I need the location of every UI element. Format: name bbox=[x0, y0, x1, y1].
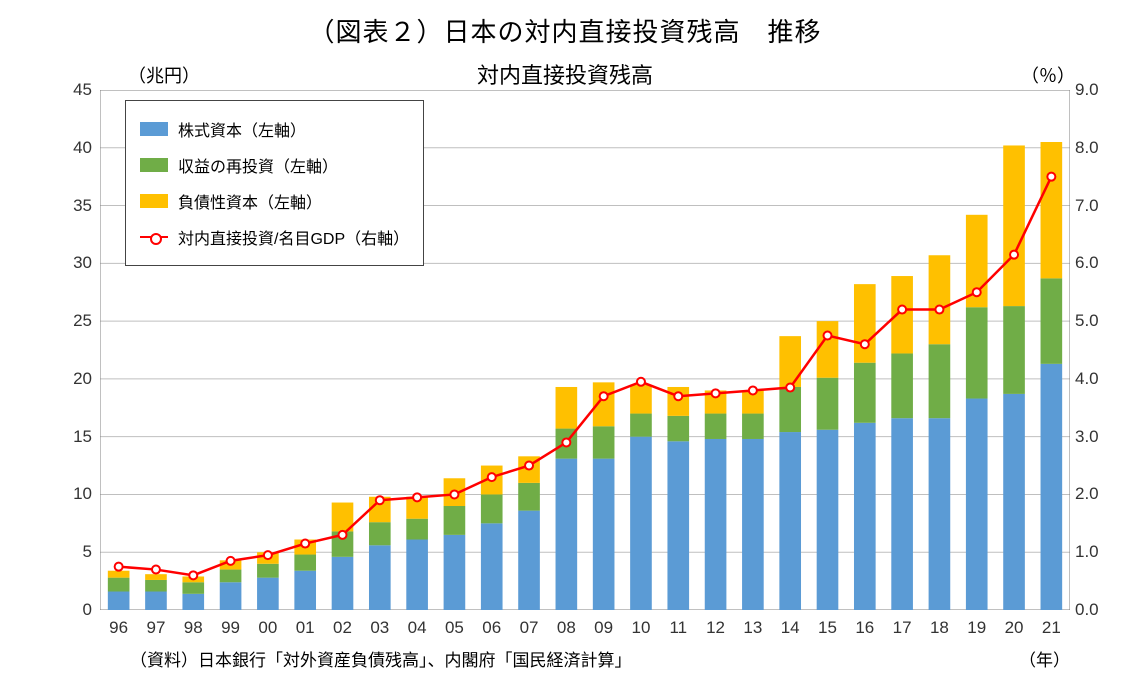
y2-tick-label: 8.0 bbox=[1075, 138, 1125, 158]
y1-tick-label: 20 bbox=[42, 369, 92, 389]
x-tick-label: 18 bbox=[930, 618, 949, 638]
y2-tick-label: 3.0 bbox=[1075, 427, 1125, 447]
legend-item-equity: 株式資本（左軸） bbox=[140, 111, 409, 147]
y2-axis-unit: （％） bbox=[1021, 62, 1075, 88]
y2-tick-label: 7.0 bbox=[1075, 196, 1125, 216]
swatch-line bbox=[140, 230, 168, 244]
x-tick-label: 19 bbox=[967, 618, 986, 638]
x-tick-label: 11 bbox=[669, 618, 687, 638]
y2-tick-label: 2.0 bbox=[1075, 484, 1125, 504]
y1-tick-label: 5 bbox=[42, 542, 92, 562]
y1-tick-label: 30 bbox=[42, 253, 92, 273]
legend-label: 負債性資本（左軸） bbox=[178, 189, 322, 213]
source-note: （資料）日本銀行「対外資産負債残高」、内閣府「国民経済計算」 bbox=[130, 646, 632, 671]
legend-label: 収益の再投資（左軸） bbox=[178, 153, 338, 177]
x-tick-label: 03 bbox=[370, 618, 389, 638]
swatch-reinvest bbox=[140, 158, 168, 172]
x-tick-label: 08 bbox=[557, 618, 576, 638]
y2-tick-label: 0.0 bbox=[1075, 600, 1125, 620]
x-tick-label: 06 bbox=[482, 618, 501, 638]
x-tick-label: 04 bbox=[408, 618, 427, 638]
y1-axis-unit: （兆円） bbox=[128, 62, 200, 88]
y1-tick-label: 35 bbox=[42, 196, 92, 216]
y1-tick-label: 0 bbox=[42, 600, 92, 620]
figure-title: （図表２）日本の対内直接投資残高 推移 bbox=[0, 12, 1130, 49]
x-tick-label: 98 bbox=[184, 618, 203, 638]
swatch-debt bbox=[140, 194, 168, 208]
y2-tick-label: 4.0 bbox=[1075, 369, 1125, 389]
y2-tick-label: 6.0 bbox=[1075, 253, 1125, 273]
x-tick-label: 00 bbox=[258, 618, 277, 638]
plot-area: 株式資本（左軸） 収益の再投資（左軸） 負債性資本（左軸） 対内直接投資/名目G… bbox=[100, 90, 1070, 610]
x-tick-label: 05 bbox=[445, 618, 464, 638]
x-tick-label: 02 bbox=[333, 618, 352, 638]
y1-tick-label: 10 bbox=[42, 484, 92, 504]
legend-label: 対内直接投資/名目GDP（右軸） bbox=[178, 225, 409, 249]
x-tick-label: 01 bbox=[296, 618, 315, 638]
x-tick-label: 14 bbox=[781, 618, 800, 638]
x-tick-label: 12 bbox=[706, 618, 725, 638]
x-tick-label: 99 bbox=[221, 618, 240, 638]
x-tick-label: 15 bbox=[818, 618, 837, 638]
x-axis-title: （年） bbox=[1019, 646, 1070, 671]
y2-tick-label: 9.0 bbox=[1075, 80, 1125, 100]
y2-tick-label: 5.0 bbox=[1075, 311, 1125, 331]
x-tick-label: 07 bbox=[520, 618, 539, 638]
y1-tick-label: 25 bbox=[42, 311, 92, 331]
legend-item-debt: 負債性資本（左軸） bbox=[140, 183, 409, 219]
legend-item-reinvest: 収益の再投資（左軸） bbox=[140, 147, 409, 183]
legend-label: 株式資本（左軸） bbox=[178, 117, 306, 141]
legend-box: 株式資本（左軸） 収益の再投資（左軸） 負債性資本（左軸） 対内直接投資/名目G… bbox=[125, 100, 424, 266]
x-tick-label: 16 bbox=[855, 618, 874, 638]
x-tick-label: 97 bbox=[146, 618, 165, 638]
x-tick-label: 96 bbox=[109, 618, 128, 638]
x-tick-label: 10 bbox=[631, 618, 650, 638]
legend-item-line: 対内直接投資/名目GDP（右軸） bbox=[140, 219, 409, 255]
swatch-equity bbox=[140, 122, 168, 136]
y1-tick-label: 15 bbox=[42, 427, 92, 447]
chart-figure: （図表２）日本の対内直接投資残高 推移 対内直接投資残高 （兆円） （％） 株式… bbox=[0, 0, 1130, 681]
x-tick-label: 09 bbox=[594, 618, 613, 638]
x-tick-label: 20 bbox=[1005, 618, 1024, 638]
x-tick-label: 21 bbox=[1042, 618, 1061, 638]
y1-tick-label: 45 bbox=[42, 80, 92, 100]
y1-tick-label: 40 bbox=[42, 138, 92, 158]
y2-tick-label: 1.0 bbox=[1075, 542, 1125, 562]
x-tick-label: 13 bbox=[743, 618, 762, 638]
x-tick-label: 17 bbox=[893, 618, 912, 638]
